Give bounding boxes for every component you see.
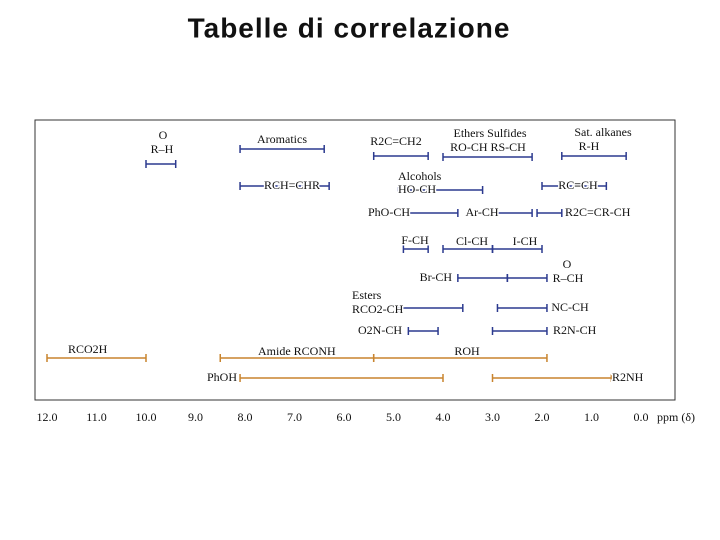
range-label: Br-CH [420, 270, 453, 284]
range-label: R2NH [612, 370, 644, 384]
tick-label: 1.0 [584, 410, 599, 424]
tick-label: 0.0 [634, 410, 649, 424]
tick-label: 3.0 [485, 410, 500, 424]
range-note: O [563, 257, 572, 271]
range-label: R-H [579, 139, 600, 153]
range-label: R2N-CH [553, 323, 597, 337]
range-label: HO-CH [398, 182, 436, 196]
tick-label: 9.0 [188, 410, 203, 424]
range-label: ROH [454, 344, 480, 358]
tick-label: 2.0 [535, 410, 550, 424]
range-label: RCO2H [68, 342, 108, 356]
tick-label: 10.0 [136, 410, 157, 424]
tick-label: 8.0 [238, 410, 253, 424]
range-label: PhOH [207, 370, 237, 384]
tick-label: 12.0 [37, 410, 58, 424]
range-label: R2C=CH2 [370, 134, 421, 148]
range-label: RCH=CHR [264, 178, 320, 192]
tick-label: 4.0 [436, 410, 451, 424]
frame [34, 119, 676, 401]
range-label: R2C=CR-CH [565, 205, 631, 219]
range-label: F-CH [401, 233, 429, 247]
range-label: I-CH [513, 234, 538, 248]
range-label: RCO2-CH [352, 302, 404, 316]
range-label: RC≡CH [558, 178, 598, 192]
range-note: Sat. alkanes [574, 125, 632, 139]
range-note: O [159, 128, 168, 142]
range-label: NC-CH [551, 300, 589, 314]
range-label: O2N-CH [358, 323, 402, 337]
range-note: Alcohols [398, 169, 442, 183]
axis-label: ppm (δ) [657, 410, 695, 424]
range-label: RO-CH RS-CH [450, 140, 526, 154]
tick-label: 5.0 [386, 410, 401, 424]
title: Tabelle di correlazione [188, 12, 511, 43]
tick-label: 11.0 [86, 410, 107, 424]
tick-label: 6.0 [337, 410, 352, 424]
range-note: Esters [352, 288, 382, 302]
tick-label: 7.0 [287, 410, 302, 424]
range-label: Amide RCONH [258, 344, 336, 358]
range-label: Ar-CH [465, 205, 498, 219]
range-label: Aromatics [257, 132, 307, 146]
range-label: R–CH [553, 271, 584, 285]
range-label: Cl-CH [456, 234, 488, 248]
range-note: Ethers Sulfides [454, 126, 527, 140]
range-label: R–H [151, 142, 174, 156]
range-label: PhO-CH [368, 205, 410, 219]
